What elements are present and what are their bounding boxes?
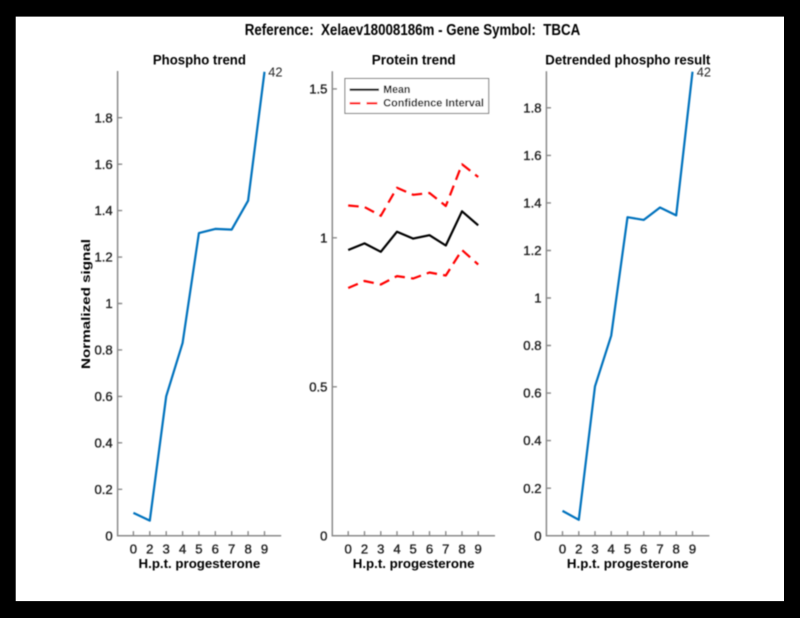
svg-text:1.6: 1.6 (523, 148, 541, 163)
svg-text:2: 2 (146, 541, 153, 556)
svg-text:6: 6 (426, 541, 433, 556)
svg-text:0.4: 0.4 (523, 433, 541, 448)
svg-text:0: 0 (320, 528, 327, 543)
svg-text:0.4: 0.4 (94, 435, 112, 450)
svg-text:0.2: 0.2 (523, 481, 541, 496)
svg-text:1: 1 (105, 296, 112, 311)
svg-text:Mean: Mean (383, 84, 410, 96)
svg-text:0: 0 (345, 541, 352, 556)
svg-text:0.8: 0.8 (94, 343, 112, 358)
svg-text:0: 0 (559, 541, 566, 556)
svg-text:1: 1 (320, 230, 327, 245)
svg-text:1.4: 1.4 (523, 196, 541, 211)
svg-text:6: 6 (640, 541, 647, 556)
svg-text:1: 1 (534, 291, 541, 306)
svg-text:1.8: 1.8 (94, 110, 112, 125)
svg-text:4: 4 (393, 541, 400, 556)
svg-text:5: 5 (624, 541, 631, 556)
svg-text:8: 8 (458, 541, 465, 556)
svg-text:1.2: 1.2 (94, 250, 112, 265)
svg-text:Detrended phospho result: Detrended phospho result (545, 53, 710, 68)
svg-text:1.2: 1.2 (523, 243, 541, 258)
svg-text:42: 42 (697, 65, 711, 80)
svg-text:1.8: 1.8 (523, 100, 541, 115)
svg-text:0: 0 (534, 528, 541, 543)
svg-text:H.p.t. progesterone: H.p.t. progesterone (139, 557, 261, 571)
svg-text:8: 8 (673, 541, 680, 556)
svg-text:0: 0 (130, 541, 137, 556)
svg-text:6: 6 (212, 541, 219, 556)
svg-text:3: 3 (163, 541, 170, 556)
svg-text:2: 2 (575, 541, 582, 556)
svg-text:4: 4 (608, 541, 615, 556)
svg-text:1.4: 1.4 (94, 203, 112, 218)
svg-text:8: 8 (244, 541, 251, 556)
svg-text:3: 3 (591, 541, 598, 556)
svg-text:Confidence Interval: Confidence Interval (383, 98, 484, 110)
svg-text:0: 0 (105, 528, 112, 543)
svg-text:H.p.t. progesterone: H.p.t. progesterone (353, 557, 475, 571)
svg-text:1.5: 1.5 (309, 82, 327, 97)
svg-text:Phospho trend: Phospho trend (153, 53, 246, 68)
svg-text:5: 5 (410, 541, 417, 556)
svg-text:0.6: 0.6 (94, 389, 112, 404)
svg-text:0.5: 0.5 (309, 379, 327, 394)
svg-text:1.6: 1.6 (94, 157, 112, 172)
svg-text:0.2: 0.2 (94, 482, 112, 497)
svg-text:5: 5 (195, 541, 202, 556)
svg-text:9: 9 (689, 541, 696, 556)
svg-text:Protein trend: Protein trend (372, 53, 456, 68)
svg-text:H.p.t. progesterone: H.p.t. progesterone (567, 557, 689, 571)
svg-text:9: 9 (261, 541, 268, 556)
svg-text:42: 42 (268, 65, 282, 80)
svg-text:Normalized signal: Normalized signal (79, 239, 93, 369)
svg-text:2: 2 (361, 541, 368, 556)
svg-text:7: 7 (228, 541, 235, 556)
svg-text:7: 7 (442, 541, 449, 556)
svg-text:0.6: 0.6 (523, 386, 541, 401)
svg-text:7: 7 (656, 541, 663, 556)
svg-text:9: 9 (475, 541, 482, 556)
svg-text:0.8: 0.8 (523, 338, 541, 353)
svg-text:4: 4 (179, 541, 186, 556)
svg-text:Reference: Xelaev18008186m -: Reference: Xelaev18008186m - Gene Symbol… (245, 22, 581, 39)
svg-text:3: 3 (377, 541, 384, 556)
